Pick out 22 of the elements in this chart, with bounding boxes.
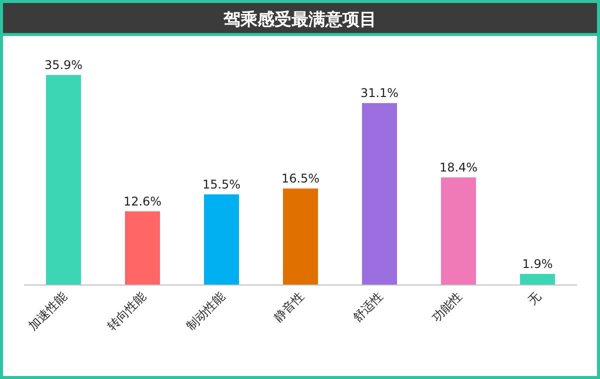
x-tick-label: 加速性能 <box>26 289 70 334</box>
bar <box>441 177 476 285</box>
bar <box>125 211 160 285</box>
x-tick-label: 制动性能 <box>184 289 228 334</box>
bar <box>520 274 555 285</box>
x-tick-label: 功能性 <box>429 289 465 325</box>
data-label: 15.5% <box>202 177 241 192</box>
data-label: 1.9% <box>522 256 553 271</box>
bar <box>204 194 239 285</box>
x-tick-label: 静音性 <box>271 289 307 325</box>
x-tick-label: 转向性能 <box>104 289 149 334</box>
x-tick-label: 无 <box>525 289 544 308</box>
bar <box>283 188 318 285</box>
bar <box>362 103 397 285</box>
chart-title: 驾乘感受最满意项目 <box>222 10 376 30</box>
x-tick-label: 舒适性 <box>350 289 386 325</box>
bar <box>46 75 81 285</box>
data-label: 16.5% <box>281 171 320 186</box>
data-label: 35.9% <box>44 58 83 72</box>
data-label: 31.1% <box>360 86 399 100</box>
data-label: 18.4% <box>439 160 478 174</box>
data-label: 12.6% <box>123 194 162 208</box>
